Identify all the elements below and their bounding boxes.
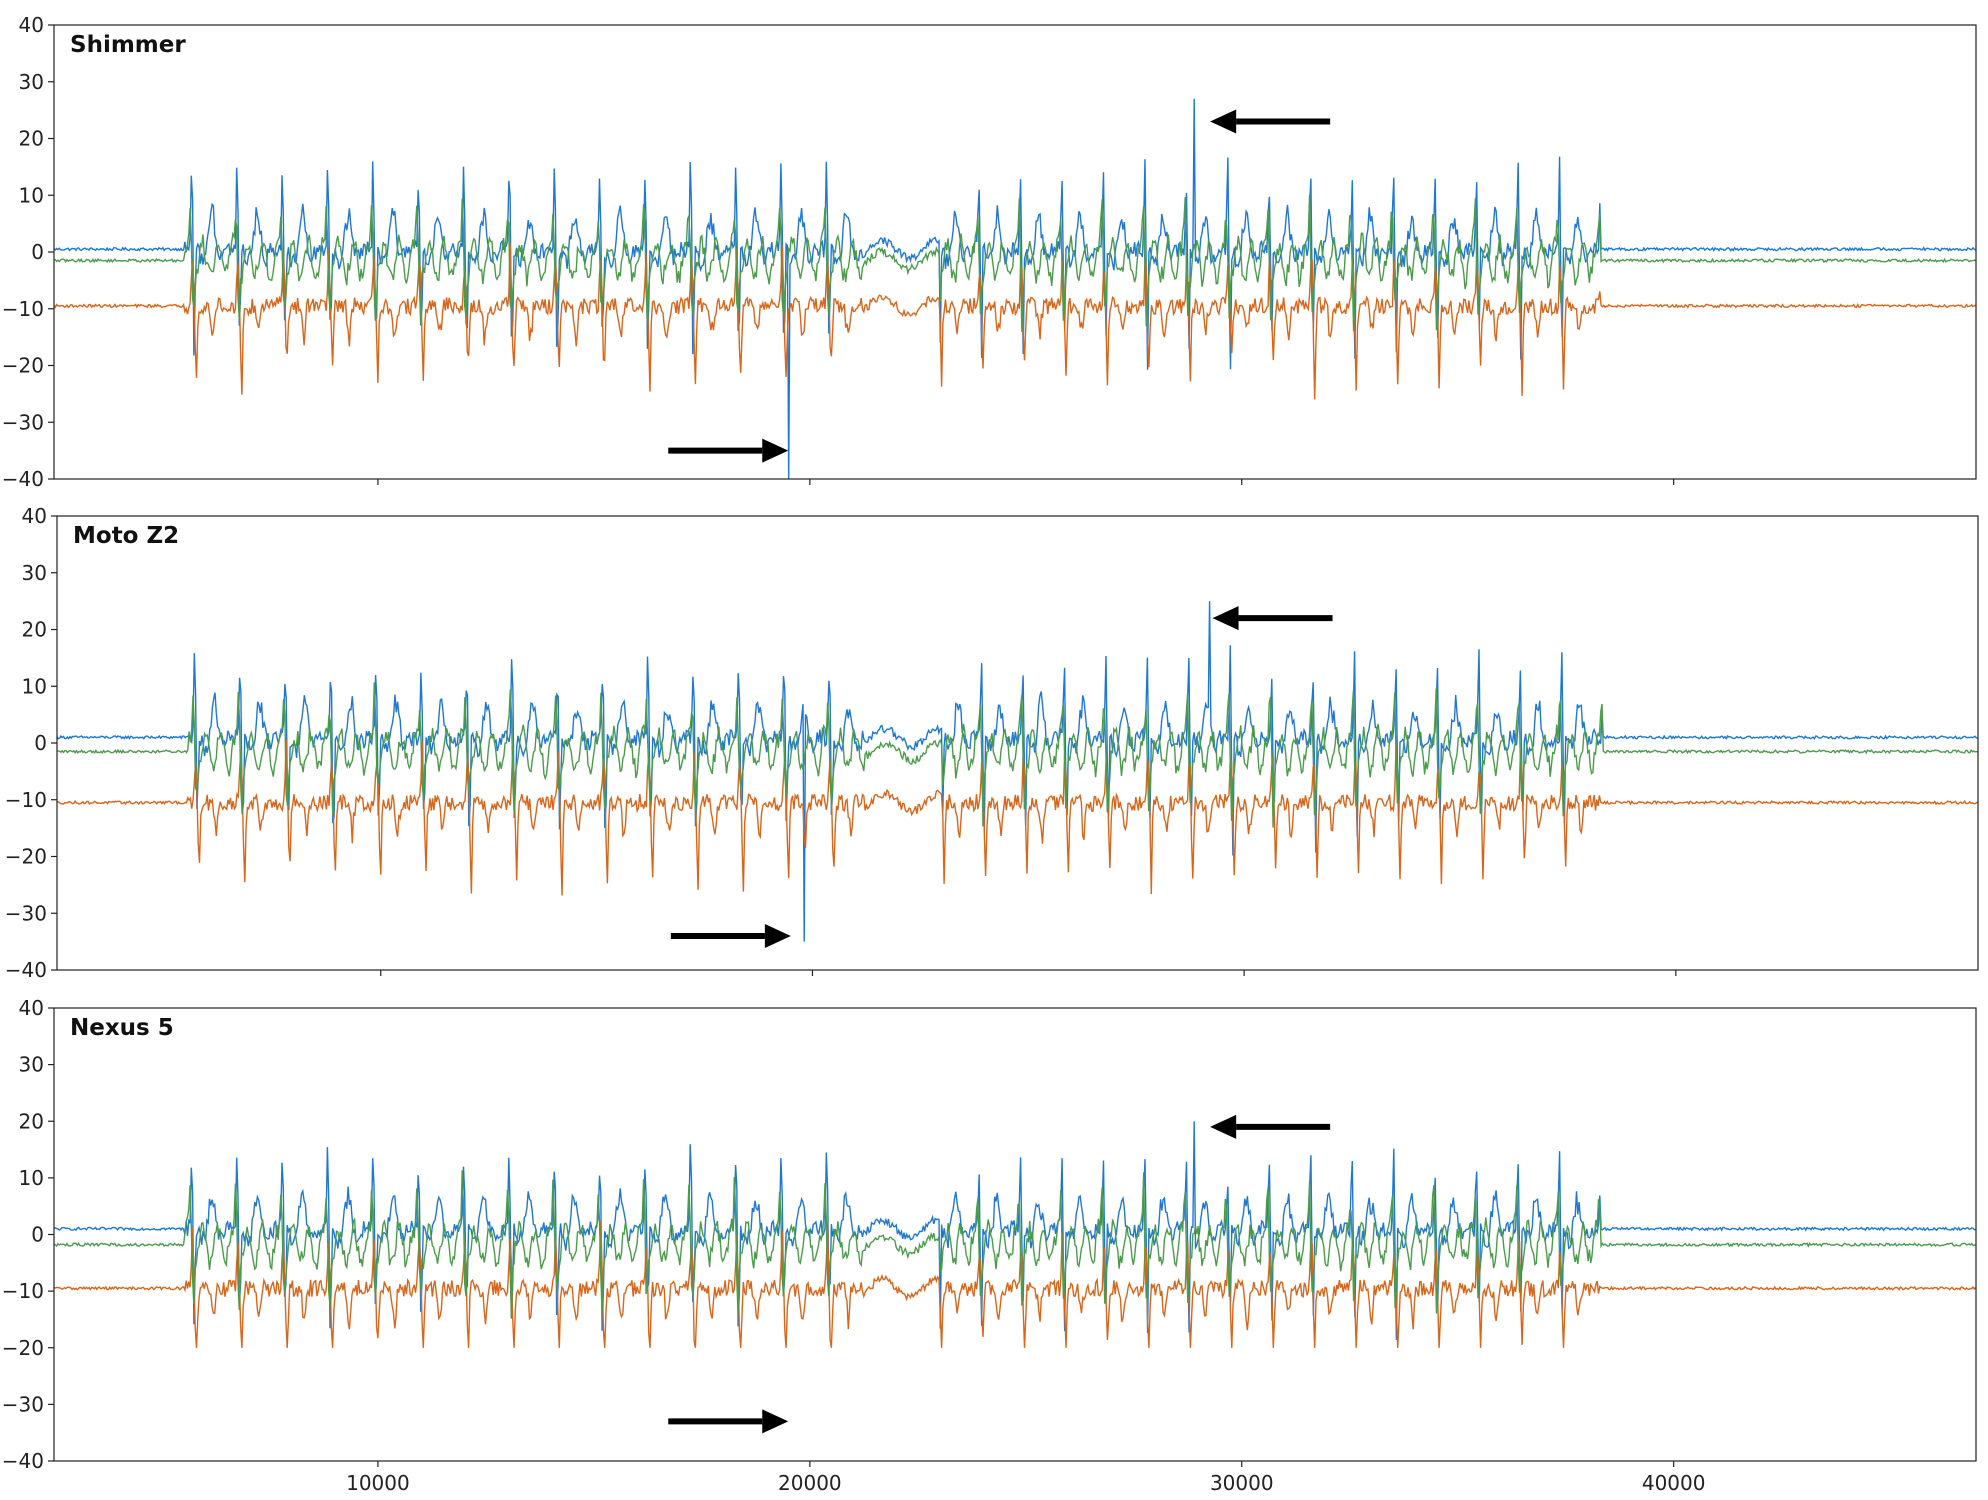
y-tick-label: 20	[19, 1109, 44, 1133]
annotation-arrow-head	[762, 1409, 789, 1434]
y-tick-label: 0	[31, 240, 44, 264]
annotation-arrow-left	[1212, 606, 1333, 631]
panel-shimmer: 40 30 20 10 0 −10 −20 −30 −40 Shimmer	[2, 13, 1977, 491]
x-tick-label: 10000	[346, 1471, 410, 1495]
y-tick-label: 20	[19, 127, 44, 151]
series-line-blue	[54, 1121, 1976, 1341]
y-tick-label: −10	[5, 788, 47, 812]
annotation-arrow-head	[1210, 109, 1237, 134]
annotation-arrow-right	[670, 923, 791, 948]
annotation-arrow-left	[1210, 109, 1331, 134]
series-line-green	[54, 1170, 1976, 1318]
x-tick-label: 40000	[1642, 1471, 1706, 1495]
annotation-arrow-head	[1210, 1114, 1237, 1139]
y-tick-label: −10	[2, 297, 44, 321]
x-tick-label: 20000	[778, 1471, 842, 1495]
y-tick-label: −40	[2, 467, 44, 491]
annotation-arrow-head	[764, 923, 791, 948]
annotation-arrow-head	[1212, 606, 1239, 631]
y-tick-label: 30	[19, 70, 44, 94]
y-tick-label: 10	[19, 183, 44, 207]
y-tick-label: −20	[2, 354, 44, 378]
series-line-green	[57, 682, 1978, 828]
series-line-orange	[54, 243, 1976, 400]
y-tick-label: −20	[2, 1336, 44, 1360]
y-tick-label: −30	[2, 1392, 44, 1416]
panel-title: Shimmer	[70, 32, 186, 58]
y-tick-label: 40	[19, 996, 44, 1020]
series-line-orange	[54, 1220, 1976, 1348]
panel-nexus-5: 40 30 20 10 0 −10 −20 −30 −40 10000 20000 30000 4000…	[2, 996, 1977, 1495]
y-tick-label: 0	[34, 731, 47, 755]
y-tick-label: 40	[19, 13, 44, 37]
y-tick-label: 20	[22, 618, 47, 642]
annotation-arrow-head	[762, 438, 789, 463]
series-line-orange	[57, 739, 1978, 896]
y-tick-label: −30	[2, 410, 44, 434]
annotation-arrow-left	[1210, 1114, 1331, 1139]
series-line-blue	[54, 98, 1976, 479]
y-tick-label: 30	[22, 561, 47, 585]
y-tick-label: −40	[2, 1449, 44, 1473]
annotation-arrow-right	[668, 438, 789, 463]
y-tick-label: 0	[31, 1223, 44, 1247]
x-tick-label: 30000	[1210, 1471, 1274, 1495]
y-tick-label: 30	[19, 1053, 44, 1077]
y-tick-label: 10	[19, 1166, 44, 1190]
y-tick-label: −20	[5, 845, 47, 869]
panel-moto-z2: 40 30 20 10 0 −10 −20 −30 −40 Moto Z2	[5, 504, 1979, 982]
series-line-blue	[57, 601, 1978, 942]
y-tick-label: 10	[22, 674, 47, 698]
annotation-arrow-right	[668, 1409, 789, 1434]
series-line-green	[54, 194, 1976, 332]
y-tick-label: 40	[22, 504, 47, 528]
y-tick-label: −40	[5, 958, 47, 982]
y-tick-label: −30	[5, 901, 47, 925]
panel-title: Nexus 5	[70, 1015, 174, 1041]
y-tick-label: −10	[2, 1279, 44, 1303]
panel-title: Moto Z2	[73, 523, 179, 549]
